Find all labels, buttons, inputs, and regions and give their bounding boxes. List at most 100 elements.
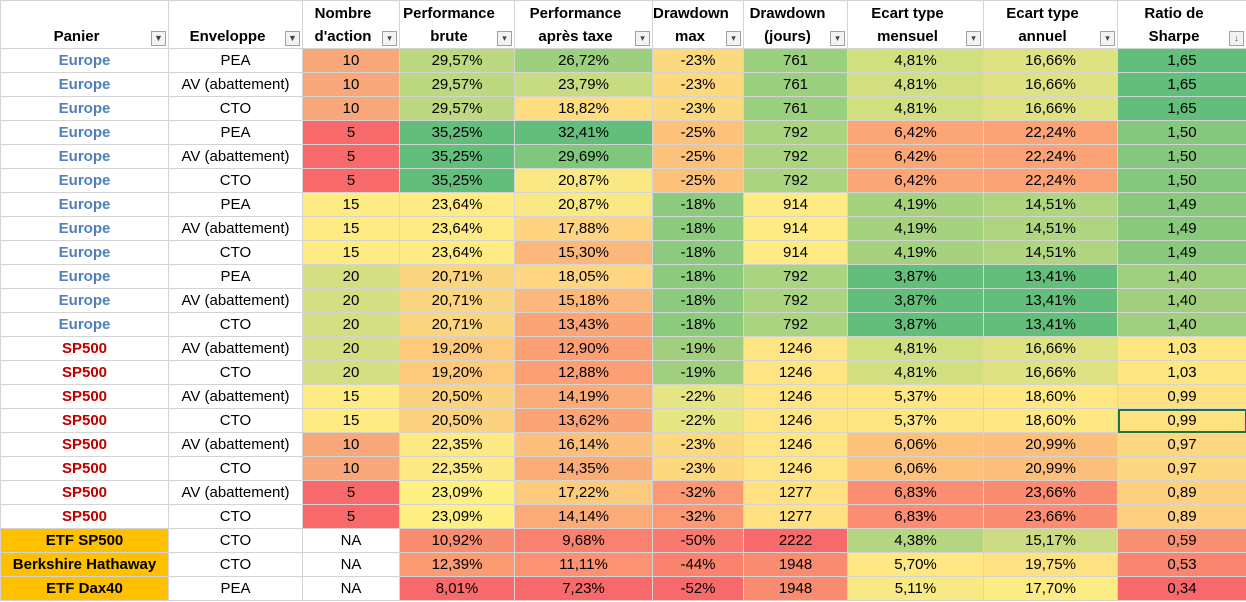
ecart-type-annuel-cell[interactable]: 23,66% xyxy=(983,504,1118,529)
ratio-sharpe-cell[interactable]: 0,89 xyxy=(1117,480,1246,505)
nombre-action-cell[interactable]: 15 xyxy=(302,240,400,265)
ecart-type-annuel-cell[interactable]: 18,60% xyxy=(983,384,1118,409)
ecart-type-mensuel-cell[interactable]: 4,19% xyxy=(847,240,984,265)
nombre-action-cell[interactable]: NA xyxy=(302,576,400,601)
ecart-type-annuel-cell[interactable]: 18,60% xyxy=(983,408,1118,433)
ratio-sharpe-cell[interactable]: 0,59 xyxy=(1117,528,1246,553)
performance-brute-cell[interactable]: 35,25% xyxy=(399,168,515,193)
ecart-type-annuel-cell[interactable]: 22,24% xyxy=(983,168,1118,193)
ecart-type-annuel-cell[interactable]: 22,24% xyxy=(983,144,1118,169)
drawdown-jours-cell[interactable]: 914 xyxy=(743,192,848,217)
filter-dropdown-icon[interactable]: ▾ xyxy=(966,31,981,46)
ecart-type-mensuel-cell[interactable]: 4,81% xyxy=(847,72,984,97)
panier-cell[interactable]: SP500 xyxy=(0,360,169,385)
ecart-type-mensuel-cell[interactable]: 4,38% xyxy=(847,528,984,553)
drawdown-max-cell[interactable]: -22% xyxy=(652,384,744,409)
filter-dropdown-icon[interactable]: ▾ xyxy=(830,31,845,46)
drawdown-jours-cell[interactable]: 1948 xyxy=(743,552,848,577)
ecart-type-mensuel-cell[interactable]: 6,42% xyxy=(847,168,984,193)
ecart-type-annuel-cell[interactable]: 14,51% xyxy=(983,216,1118,241)
ratio-sharpe-cell[interactable]: 1,03 xyxy=(1117,360,1246,385)
ratio-sharpe-cell[interactable]: 0,89 xyxy=(1117,504,1246,529)
panier-cell[interactable]: SP500 xyxy=(0,384,169,409)
ecart-type-annuel-cell[interactable]: 16,66% xyxy=(983,360,1118,385)
drawdown-max-cell[interactable]: -18% xyxy=(652,312,744,337)
filter-dropdown-icon[interactable]: ▾ xyxy=(497,31,512,46)
performance-brute-cell[interactable]: 19,20% xyxy=(399,360,515,385)
performance-apres-taxe-cell[interactable]: 12,90% xyxy=(514,336,653,361)
performance-brute-cell[interactable]: 10,92% xyxy=(399,528,515,553)
ecart-type-mensuel-cell[interactable]: 4,81% xyxy=(847,360,984,385)
drawdown-max-cell[interactable]: -22% xyxy=(652,408,744,433)
panier-cell[interactable]: Europe xyxy=(0,96,169,121)
performance-brute-cell[interactable]: 35,25% xyxy=(399,120,515,145)
filter-dropdown-icon[interactable]: ▾ xyxy=(726,31,741,46)
enveloppe-cell[interactable]: CTO xyxy=(168,360,303,385)
ecart-type-mensuel-cell[interactable]: 4,81% xyxy=(847,96,984,121)
performance-brute-cell[interactable]: 22,35% xyxy=(399,456,515,481)
enveloppe-cell[interactable]: CTO xyxy=(168,240,303,265)
enveloppe-cell[interactable]: CTO xyxy=(168,456,303,481)
panier-cell[interactable]: SP500 xyxy=(0,456,169,481)
drawdown-jours-cell[interactable]: 761 xyxy=(743,72,848,97)
filter-dropdown-icon[interactable]: ▾ xyxy=(635,31,650,46)
performance-brute-cell[interactable]: 23,64% xyxy=(399,240,515,265)
column-header-nombre-action[interactable]: Nombre d'action ▾ xyxy=(302,0,400,49)
ecart-type-mensuel-cell[interactable]: 5,70% xyxy=(847,552,984,577)
ecart-type-mensuel-cell[interactable]: 5,37% xyxy=(847,384,984,409)
performance-brute-cell[interactable]: 23,64% xyxy=(399,216,515,241)
performance-apres-taxe-cell[interactable]: 16,14% xyxy=(514,432,653,457)
performance-apres-taxe-cell[interactable]: 13,62% xyxy=(514,408,653,433)
drawdown-max-cell[interactable]: -23% xyxy=(652,456,744,481)
panier-cell[interactable]: SP500 xyxy=(0,408,169,433)
performance-apres-taxe-cell[interactable]: 13,43% xyxy=(514,312,653,337)
performance-brute-cell[interactable]: 20,71% xyxy=(399,312,515,337)
nombre-action-cell[interactable]: NA xyxy=(302,552,400,577)
performance-apres-taxe-cell[interactable]: 23,79% xyxy=(514,72,653,97)
drawdown-max-cell[interactable]: -32% xyxy=(652,480,744,505)
enveloppe-cell[interactable]: AV (abattement) xyxy=(168,288,303,313)
drawdown-max-cell[interactable]: -25% xyxy=(652,120,744,145)
performance-apres-taxe-cell[interactable]: 17,88% xyxy=(514,216,653,241)
nombre-action-cell[interactable]: 15 xyxy=(302,408,400,433)
ecart-type-annuel-cell[interactable]: 16,66% xyxy=(983,336,1118,361)
performance-apres-taxe-cell[interactable]: 14,19% xyxy=(514,384,653,409)
enveloppe-cell[interactable]: AV (abattement) xyxy=(168,432,303,457)
ecart-type-mensuel-cell[interactable]: 6,83% xyxy=(847,504,984,529)
panier-cell[interactable]: Europe xyxy=(0,264,169,289)
nombre-action-cell[interactable]: 15 xyxy=(302,384,400,409)
performance-brute-cell[interactable]: 23,09% xyxy=(399,504,515,529)
nombre-action-cell[interactable]: 20 xyxy=(302,336,400,361)
panier-cell[interactable]: SP500 xyxy=(0,336,169,361)
enveloppe-cell[interactable]: CTO xyxy=(168,504,303,529)
ratio-sharpe-cell[interactable]: 1,50 xyxy=(1117,168,1246,193)
ecart-type-annuel-cell[interactable]: 22,24% xyxy=(983,120,1118,145)
enveloppe-cell[interactable]: AV (abattement) xyxy=(168,480,303,505)
enveloppe-cell[interactable]: PEA xyxy=(168,120,303,145)
enveloppe-cell[interactable]: AV (abattement) xyxy=(168,336,303,361)
drawdown-jours-cell[interactable]: 1948 xyxy=(743,576,848,601)
ecart-type-mensuel-cell[interactable]: 4,19% xyxy=(847,192,984,217)
enveloppe-cell[interactable]: PEA xyxy=(168,264,303,289)
drawdown-jours-cell[interactable]: 2222 xyxy=(743,528,848,553)
drawdown-jours-cell[interactable]: 761 xyxy=(743,96,848,121)
nombre-action-cell[interactable]: 10 xyxy=(302,96,400,121)
nombre-action-cell[interactable]: 5 xyxy=(302,480,400,505)
enveloppe-cell[interactable]: CTO xyxy=(168,528,303,553)
drawdown-max-cell[interactable]: -32% xyxy=(652,504,744,529)
filter-funnel-icon[interactable]: ▼ xyxy=(285,31,300,46)
drawdown-max-cell[interactable]: -18% xyxy=(652,216,744,241)
performance-apres-taxe-cell[interactable]: 14,14% xyxy=(514,504,653,529)
nombre-action-cell[interactable]: 5 xyxy=(302,120,400,145)
panier-cell[interactable]: Berkshire Hathaway xyxy=(0,552,169,577)
column-header-ratio-sharpe[interactable]: Ratio de Sharpe ↓ xyxy=(1117,0,1246,49)
ratio-sharpe-cell[interactable]: 0,97 xyxy=(1117,456,1246,481)
drawdown-jours-cell[interactable]: 792 xyxy=(743,312,848,337)
ecart-type-mensuel-cell[interactable]: 5,11% xyxy=(847,576,984,601)
drawdown-jours-cell[interactable]: 1246 xyxy=(743,336,848,361)
nombre-action-cell[interactable]: 10 xyxy=(302,456,400,481)
panier-cell[interactable]: Europe xyxy=(0,72,169,97)
ratio-sharpe-cell[interactable]: 0,53 xyxy=(1117,552,1246,577)
performance-apres-taxe-cell[interactable]: 11,11% xyxy=(514,552,653,577)
ecart-type-annuel-cell[interactable]: 13,41% xyxy=(983,288,1118,313)
